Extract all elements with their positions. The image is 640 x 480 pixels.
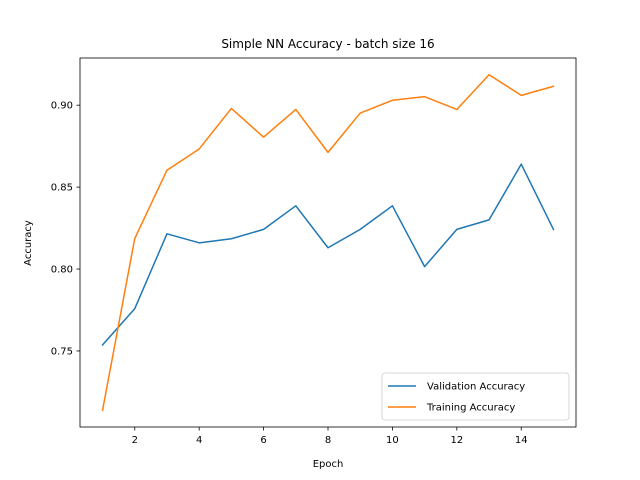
x-tick-label: 8	[325, 435, 331, 446]
chart-title: Simple NN Accuracy - batch size 16	[221, 37, 434, 51]
series-layer	[101, 73, 555, 412]
plot-area: 2 4 6 8 10 12 14 0.75 0.80 0.85 0.90	[51, 57, 577, 446]
legend-label-training: Training Accuracy	[426, 403, 515, 414]
series-line-validation	[101, 163, 555, 346]
x-tick-label: 10	[386, 435, 399, 446]
x-tick-label: 2	[132, 435, 138, 446]
y-tick-label: 0.85	[51, 183, 73, 194]
series-line-training	[101, 73, 555, 412]
x-tick-label: 4	[196, 435, 202, 446]
x-tick-label: 12	[450, 435, 463, 446]
legend-box	[381, 372, 570, 421]
x-tick-label: 6	[260, 435, 266, 446]
legend: Validation Accuracy Training Accuracy	[381, 372, 570, 421]
y-tick-label: 0.75	[51, 346, 73, 357]
legend-entries: Validation Accuracy Training Accuracy	[388, 382, 525, 414]
y-axis-label: Accuracy	[23, 220, 34, 266]
x-axis-label: Epoch	[313, 459, 344, 470]
y-axis-ticks: 0.75 0.80 0.85 0.90	[51, 101, 80, 357]
y-tick-label: 0.90	[51, 101, 73, 112]
legend-label-validation: Validation Accuracy	[427, 382, 525, 393]
x-tick-label: 14	[515, 435, 528, 446]
x-axis-ticks: 2 4 6 8 10 12 14	[132, 427, 528, 446]
y-tick-label: 0.80	[51, 265, 73, 276]
